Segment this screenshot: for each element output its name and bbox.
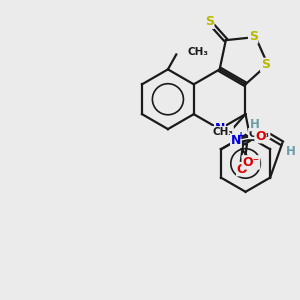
Text: S: S (249, 30, 258, 43)
Text: O⁻: O⁻ (242, 156, 260, 169)
Text: CH₃: CH₃ (249, 129, 270, 139)
Text: H: H (250, 118, 260, 130)
Text: N: N (231, 134, 241, 147)
Text: O: O (237, 163, 247, 176)
Text: N: N (215, 122, 225, 135)
Text: S: S (261, 58, 270, 71)
Text: CH₃: CH₃ (188, 47, 208, 57)
Text: O: O (255, 130, 266, 142)
Text: S: S (205, 15, 214, 28)
Text: H: H (286, 145, 296, 158)
Text: +: + (237, 130, 245, 140)
Text: CH₃: CH₃ (212, 127, 233, 137)
